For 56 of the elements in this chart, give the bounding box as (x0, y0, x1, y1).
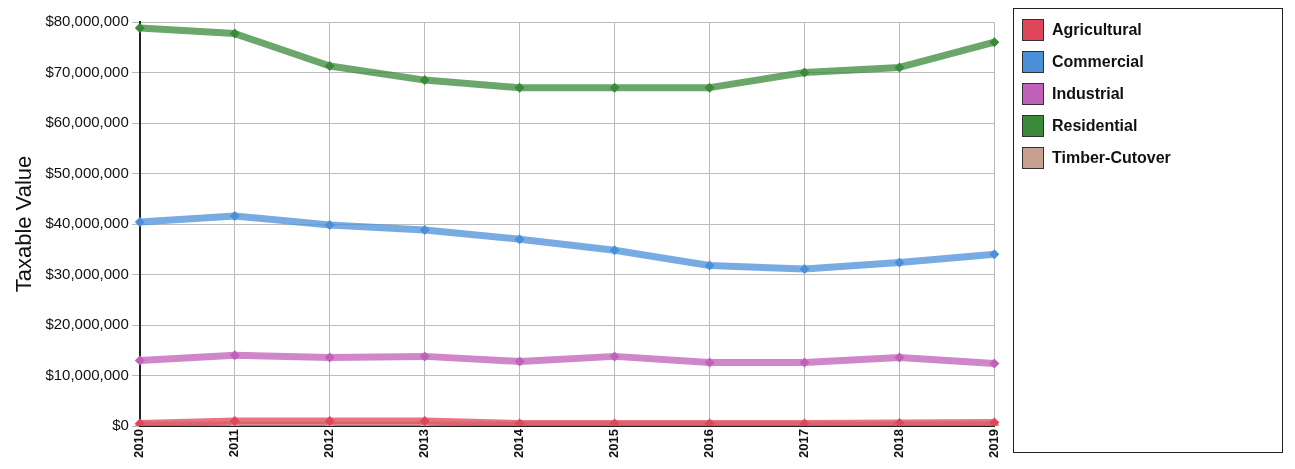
point (894, 352, 905, 363)
x-tick-label: 2016 (701, 429, 717, 458)
y-tick-label: $20,000,000 (45, 315, 129, 333)
point (419, 351, 430, 362)
x-tick-label: 2010 (131, 429, 147, 458)
point (229, 416, 240, 427)
legend-label: Timber-Cutover (1052, 149, 1171, 167)
point (229, 210, 240, 221)
y-tick-label: $10,000,000 (45, 365, 129, 383)
point (324, 416, 335, 427)
y-tick-label: $80,000,000 (45, 12, 129, 30)
x-tick-label: 2011 (226, 429, 242, 458)
y-tick-label: $30,000,000 (45, 264, 129, 282)
y-axis-title: Taxable Value (11, 155, 37, 293)
point (609, 351, 620, 362)
legend-label: Industrial (1052, 85, 1125, 103)
point (989, 358, 1000, 369)
point (609, 245, 620, 256)
point (324, 220, 335, 231)
legend-label: Commercial (1052, 53, 1144, 71)
point (704, 82, 715, 93)
x-tick-label: 2012 (321, 429, 337, 458)
point (609, 82, 620, 93)
point (514, 356, 525, 367)
point (419, 416, 430, 427)
point (324, 352, 335, 363)
point (894, 257, 905, 268)
legend-label: Residential (1052, 117, 1138, 135)
point (229, 28, 240, 39)
point (989, 249, 1000, 260)
y-tick-label: $40,000,000 (45, 214, 129, 232)
x-tick-label: 2013 (416, 429, 432, 458)
y-tick-label: $0 (112, 416, 129, 434)
point (989, 37, 1000, 48)
point (799, 263, 810, 274)
point (799, 67, 810, 78)
y-tick-label: $70,000,000 (45, 62, 129, 80)
x-tick-label: 2015 (606, 429, 622, 458)
point (799, 357, 810, 368)
point (229, 350, 240, 361)
x-tick-label: 2014 (511, 428, 527, 458)
point (134, 355, 145, 366)
point (514, 82, 525, 93)
point (419, 75, 430, 86)
point (894, 62, 905, 73)
x-tick-label: 2019 (985, 429, 1001, 458)
point (514, 234, 525, 245)
legend-label: Agricultural (1052, 21, 1142, 39)
point (324, 60, 335, 71)
point (419, 225, 430, 236)
point (704, 357, 715, 368)
point (704, 260, 715, 271)
y-tick-label: $60,000,000 (45, 113, 129, 131)
y-tick-label: $50,000,000 (45, 163, 129, 181)
x-tick-label: 2018 (891, 429, 907, 458)
x-tick-label: 2017 (796, 429, 812, 458)
